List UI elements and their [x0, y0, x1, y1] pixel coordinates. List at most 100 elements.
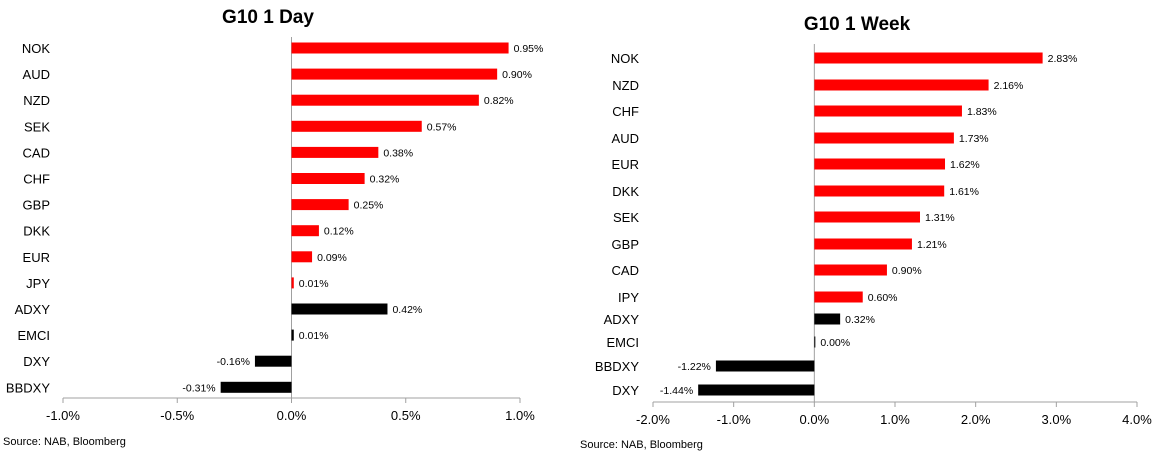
value-label: 1.83% [967, 106, 997, 118]
chart-g10-1-week: G10 1 Week -2.0% -1.0% 0.0% 1.0% 2.0% 3.0% 4.0… [570, 0, 1167, 455]
bar [814, 211, 921, 223]
value-label: 0.82% [484, 95, 514, 107]
bar [814, 238, 912, 250]
category-label: SEK [24, 119, 50, 134]
bar [715, 360, 815, 372]
category-label: BBDXY [6, 380, 50, 395]
value-label: 0.25% [354, 200, 384, 212]
x-tick-label: 4.0% [1122, 412, 1152, 427]
bar [291, 277, 294, 289]
value-label: 1.73% [959, 133, 989, 145]
bar [291, 94, 479, 106]
category-label: DKK [612, 184, 639, 199]
bar [814, 52, 1043, 64]
category-label: JPY [26, 276, 50, 291]
category-label: EUR [23, 250, 50, 265]
category-label: SEK [613, 210, 639, 225]
chart-title: G10 1 Week [803, 14, 911, 35]
bar [291, 120, 422, 132]
bar [814, 132, 954, 144]
category-label: GBP [612, 237, 639, 252]
value-label: 0.57% [427, 121, 457, 133]
value-label: 1.21% [917, 239, 947, 251]
category-label: NOK [22, 41, 51, 56]
category-label: CHF [612, 104, 639, 119]
value-label: -1.44% [660, 385, 693, 397]
bar [291, 329, 294, 341]
bar [698, 384, 815, 396]
category-label: ADXY [604, 312, 640, 327]
value-label: 0.42% [392, 304, 422, 316]
category-label: BBDXY [595, 359, 639, 374]
x-tick-label: 2.0% [961, 412, 991, 427]
category-label: EUR [612, 157, 639, 172]
value-label: 0.95% [514, 43, 544, 55]
bar [220, 381, 292, 393]
value-label: 0.60% [868, 292, 898, 304]
source-note: Source: NAB, Bloomberg [3, 436, 126, 448]
value-label: 0.90% [502, 69, 532, 81]
value-label: -1.22% [678, 361, 711, 373]
value-label: -0.31% [182, 382, 215, 394]
x-tick-label: 0.5% [391, 408, 421, 423]
value-label: 1.61% [949, 186, 979, 198]
bar [814, 105, 962, 117]
x-tick-label: 0.0% [277, 408, 307, 423]
bar [814, 185, 945, 197]
value-label: 2.16% [994, 80, 1024, 92]
category-label: AUD [23, 67, 50, 82]
bar [291, 68, 498, 80]
bar-chart-plot: -2.0% -1.0% 0.0% 1.0% 2.0% 3.0% 4.0% NOK 2.83% NZ… [595, 44, 1152, 427]
x-tick-label: 3.0% [1042, 412, 1072, 427]
x-tick-label: 1.0% [505, 408, 535, 423]
bar [291, 146, 379, 158]
bar [814, 79, 989, 91]
value-label: -0.16% [217, 356, 250, 368]
value-label: 0.32% [370, 174, 400, 186]
chart-title: G10 1 Day [222, 7, 314, 28]
category-label: ADXY [15, 302, 51, 317]
value-label: 0.32% [845, 314, 875, 326]
category-label: CAD [23, 145, 50, 160]
value-label: 0.90% [892, 265, 922, 277]
category-label: NZD [612, 78, 639, 93]
bar [254, 355, 292, 367]
value-label: 0.12% [324, 226, 354, 238]
x-tick-label: 0.0% [800, 412, 830, 427]
category-label: AUD [612, 131, 639, 146]
category-label: DKK [23, 224, 50, 239]
x-tick-label: -2.0% [636, 412, 670, 427]
category-label: IPY [618, 290, 639, 305]
bar [814, 291, 863, 303]
value-label: 0.01% [299, 278, 329, 290]
category-label: DXY [612, 383, 639, 398]
bar [291, 303, 388, 315]
x-tick-label: -0.5% [160, 408, 194, 423]
category-label: CAD [612, 263, 639, 278]
bar [814, 336, 816, 348]
category-label: EMCI [607, 335, 640, 350]
bar [814, 264, 887, 276]
x-tick-label: -1.0% [717, 412, 751, 427]
x-tick-label: -1.0% [46, 408, 80, 423]
value-label: 0.00% [820, 337, 850, 349]
value-label: 0.09% [317, 252, 347, 264]
x-tick-label: 1.0% [880, 412, 910, 427]
category-label: EMCI [18, 328, 51, 343]
category-label: NOK [611, 51, 640, 66]
category-label: NZD [23, 93, 50, 108]
bar [814, 158, 946, 170]
bar [291, 199, 349, 211]
source-note: Source: NAB, Bloomberg [580, 439, 703, 451]
value-label: 0.01% [299, 330, 329, 342]
category-label: DXY [23, 354, 50, 369]
bar-chart-plot: -1.0% -0.5% 0.0% 0.5% 1.0% NOK 0.95% AUD 0.90% NZ… [6, 37, 544, 423]
bar [291, 42, 509, 54]
category-label: GBP [23, 198, 50, 213]
bar [291, 173, 365, 184]
category-label: CHF [23, 172, 50, 187]
value-label: 1.62% [950, 159, 980, 171]
value-label: 1.31% [925, 212, 955, 224]
chart-g10-1-day: G10 1 Day -1.0% -0.5% 0.0% 0.5% 1.0% NOK 0.95%… [0, 0, 560, 455]
bar [291, 251, 313, 263]
